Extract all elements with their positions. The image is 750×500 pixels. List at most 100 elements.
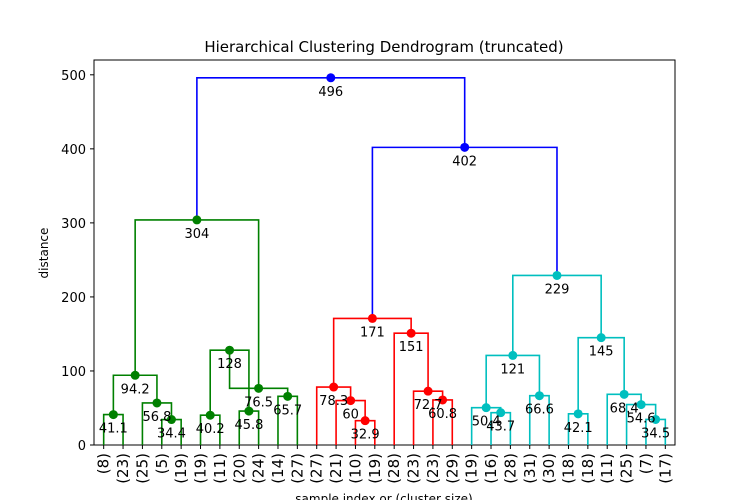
merge-height-label: 304	[184, 227, 209, 242]
merge-point	[534, 391, 544, 401]
leaf-label: (14)	[269, 453, 287, 484]
merge-point	[225, 345, 235, 355]
dendrogram-links	[102, 76, 667, 445]
merge-point	[329, 382, 339, 392]
merge-height-label: 94.2	[121, 382, 150, 397]
y-axis-label: distance	[37, 228, 51, 279]
leaf-label: (28)	[385, 453, 403, 484]
merge-height-label: 34.5	[641, 426, 670, 441]
leaf-label: (31)	[521, 453, 539, 484]
dendrogram-link	[371, 146, 558, 319]
merge-point	[406, 328, 416, 338]
leaf-label: (23)	[405, 453, 423, 484]
merge-height-label: 34.4	[157, 427, 186, 442]
merge-height-label: 78.3	[319, 394, 348, 409]
merge-height-label: 40.2	[196, 422, 225, 437]
merge-height-label: 145	[589, 345, 614, 360]
leaf-label: (30)	[540, 453, 558, 484]
node-height-labels: 41.1 34.4 56.8 94.2 40.2 45.8 128 65.776.5 304 32…	[99, 73, 670, 443]
merge-height-label: 50.4	[472, 415, 501, 430]
merge-point	[367, 313, 377, 323]
merge-point	[346, 396, 356, 406]
leaf-label: (23)	[114, 453, 132, 484]
leaf-label: (19)	[172, 453, 190, 484]
merge-height-label: 41.1	[99, 422, 128, 437]
leaf-label: (18)	[579, 453, 597, 484]
merge-height-label: 151	[399, 340, 424, 355]
merge-point	[326, 73, 336, 83]
merge-point	[283, 391, 293, 401]
leaf-label: (8)	[95, 453, 113, 474]
leaf-label: (25)	[618, 453, 636, 484]
plot-frame	[93, 59, 676, 446]
leaf-label: (27)	[288, 453, 306, 484]
merge-point	[619, 389, 629, 399]
merge-point	[152, 398, 162, 408]
merge-height-label: 76.5	[244, 395, 273, 410]
leaf-label: (19)	[192, 453, 210, 484]
merge-height-label: 496	[318, 85, 343, 100]
merge-height-label: 66.6	[525, 403, 554, 418]
leaf-label: (28)	[501, 453, 519, 484]
y-tick-label: 300	[61, 217, 86, 232]
merge-point	[108, 410, 118, 420]
chart-title: Hierarchical Clustering Dendrogram (trun…	[204, 38, 563, 56]
leaf-label: (21)	[327, 453, 345, 484]
y-tick-label: 100	[61, 365, 86, 380]
merge-point	[360, 416, 370, 426]
leaf-label: (10)	[346, 453, 364, 484]
merge-height-label: 229	[545, 282, 570, 297]
y-tick-label: 0	[78, 439, 86, 454]
leaf-label: (16)	[482, 453, 500, 484]
leaf-label: (19)	[366, 453, 384, 484]
leaf-label: (23)	[424, 453, 442, 484]
leaf-label: (19)	[463, 453, 481, 484]
merge-point	[423, 386, 433, 396]
merge-point	[244, 406, 254, 416]
y-tick-label: 500	[61, 69, 86, 84]
leaf-label: (11)	[211, 453, 229, 484]
merge-point	[192, 215, 202, 225]
merge-point	[651, 414, 661, 424]
merge-point	[573, 409, 583, 419]
merge-point	[636, 400, 646, 410]
y-tick-label: 200	[61, 291, 86, 306]
x-axis-label: sample index or (cluster size)	[295, 492, 472, 500]
leaf-label: (18)	[559, 453, 577, 484]
merge-point	[460, 142, 470, 152]
leaf-label: (29)	[443, 453, 461, 484]
leaf-label: (11)	[598, 453, 616, 484]
merge-height-label: 68.4	[610, 401, 639, 416]
merge-height-label: 128	[217, 357, 242, 372]
leaf-label: (7)	[637, 453, 655, 474]
y-axis: 0 100 200 300 400 500	[61, 69, 94, 454]
leaf-label: (27)	[308, 453, 326, 484]
merge-height-label: 42.1	[564, 421, 593, 436]
leaf-label: (24)	[250, 453, 268, 484]
merge-point	[205, 410, 215, 420]
leaf-label: (5)	[153, 453, 171, 474]
merge-point	[496, 408, 506, 418]
merge-point	[438, 395, 448, 405]
merge-height-label: 60.8	[428, 407, 457, 422]
merge-point	[166, 415, 176, 425]
merge-height-label: 32.9	[351, 428, 380, 443]
merge-height-label: 56.8	[142, 410, 171, 425]
merge-point	[130, 370, 140, 380]
merge-point	[254, 383, 264, 393]
leaf-label: (25)	[133, 453, 151, 484]
merge-point	[596, 333, 606, 343]
merge-height-label: 45.8	[234, 418, 263, 433]
merge-height-label: 121	[500, 362, 525, 377]
merge-height-label: 171	[360, 325, 385, 340]
merge-height-label: 65.7	[273, 403, 302, 418]
merge-point	[508, 350, 518, 360]
merge-height-label: 60	[342, 408, 359, 423]
leaf-label: (17)	[656, 453, 674, 484]
x-axis: (8) (23) (25) (5) (19) (19) (11) (20) (24) (14) (2…	[95, 445, 674, 484]
merge-height-label: 43.7	[486, 420, 515, 435]
merge-point	[552, 270, 562, 280]
merge-point	[481, 403, 491, 413]
leaf-label: (20)	[230, 453, 248, 484]
